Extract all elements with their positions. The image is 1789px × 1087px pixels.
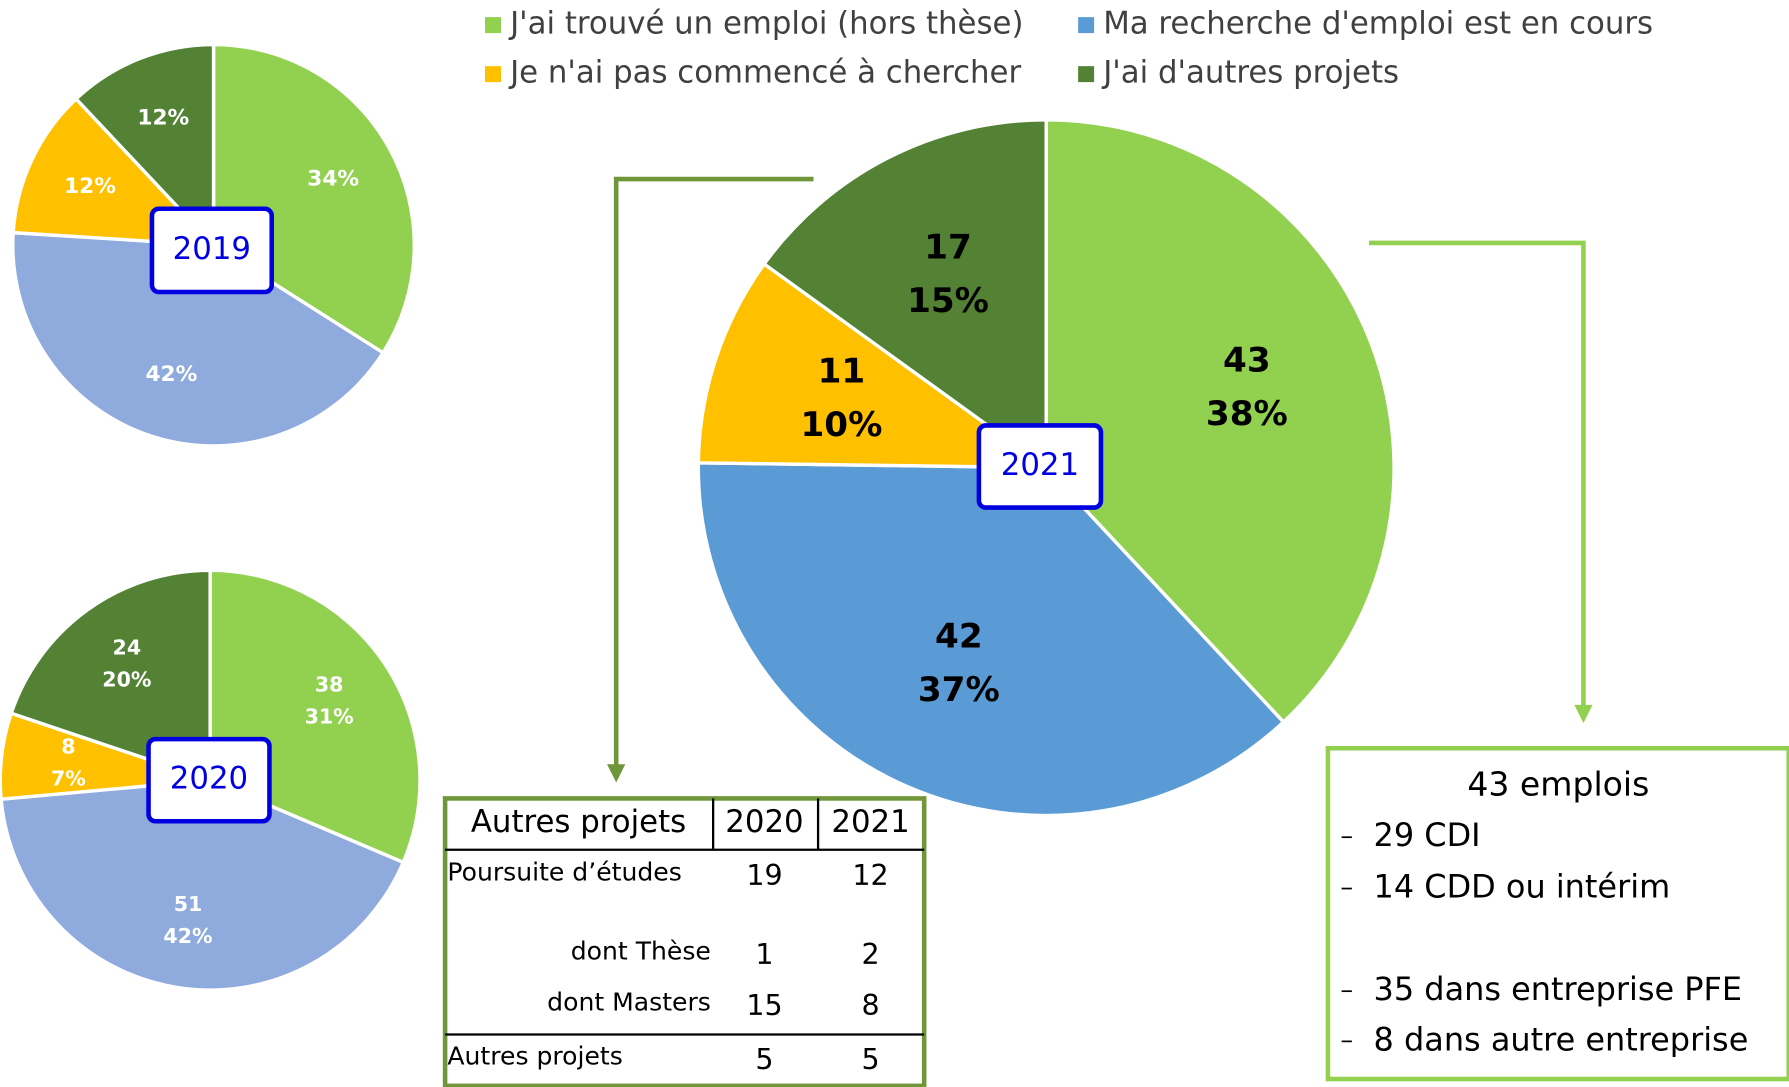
table-cell: 15 — [746, 989, 782, 1022]
percent-label: 37% — [918, 670, 1000, 710]
data-label: 12% — [64, 174, 116, 199]
legend-swatch — [1078, 17, 1095, 34]
year-box — [146, 736, 272, 824]
table-cell: Poursuite d’études — [447, 858, 681, 887]
arrow — [1368, 240, 1586, 708]
legend-swatch — [485, 66, 501, 83]
data-label: 12% — [137, 105, 189, 130]
info-title: 43 emplois — [1467, 764, 1649, 803]
arrow-head — [1574, 704, 1593, 724]
arrow-head — [607, 764, 626, 783]
legend-label: J'ai trouvé un emploi (hors thèse) — [508, 6, 1023, 42]
legend-swatch — [1078, 66, 1095, 83]
percent-label: 20% — [102, 667, 151, 691]
data-label: 51 — [174, 892, 203, 916]
percent-label: 7% — [51, 767, 86, 791]
table-header: Autres projets — [471, 804, 686, 840]
table-frame — [442, 796, 927, 1087]
legend-swatch — [485, 17, 501, 34]
year-box — [976, 423, 1104, 510]
pie-slice — [1044, 118, 1396, 725]
info-item: 35 dans entreprise PFE — [1374, 970, 1743, 1008]
legend-label: Ma recherche d'emploi est en cours — [1103, 6, 1653, 42]
legend-label: Je n'ai pas commencé à chercher — [508, 55, 1021, 91]
year-box — [149, 206, 275, 295]
data-label: 17 — [924, 227, 972, 267]
percent-label: 42% — [163, 924, 212, 948]
data-label: 11 — [818, 352, 866, 392]
pie-slice — [696, 461, 1286, 818]
info-item: 14 CDD ou intérim — [1374, 868, 1671, 906]
chart-title: 2021 — [1001, 447, 1079, 483]
pie-slice — [11, 230, 386, 448]
data-label: 42 — [935, 617, 983, 657]
table-cell: 5 — [861, 1043, 879, 1076]
table-cell: 5 — [755, 1043, 773, 1076]
percent-label: 31% — [305, 704, 354, 728]
pie-slice — [761, 118, 1048, 471]
percent-label: 10% — [801, 405, 883, 445]
data-label: 24 — [113, 635, 142, 659]
table-cell: dont Masters — [547, 988, 711, 1017]
data-label: 34% — [307, 166, 359, 191]
percent-label: 38% — [1206, 394, 1288, 434]
legend-label: J'ai d'autres projets — [1101, 55, 1399, 91]
table-header: 2020 — [725, 804, 803, 840]
data-label: 8 — [61, 735, 75, 759]
pie-slice — [696, 261, 1052, 470]
table-cell: 1 — [755, 938, 773, 971]
data-label: 38 — [315, 672, 344, 696]
pie-slice — [0, 778, 406, 992]
info-item: 8 dans autre entreprise — [1374, 1020, 1749, 1058]
info-item: 29 CDI — [1374, 816, 1481, 854]
table-cell: dont Thèse — [571, 936, 711, 965]
info-box — [1325, 745, 1789, 1082]
chart-title: 2019 — [173, 231, 251, 267]
percent-label: 15% — [907, 281, 989, 321]
pie-slice — [73, 42, 216, 250]
data-label: 42% — [145, 362, 197, 387]
table-cell: 19 — [746, 859, 782, 892]
table-cell: 2 — [861, 938, 879, 971]
table-cell: Autres projets — [447, 1041, 622, 1070]
table-header: 2021 — [831, 804, 909, 840]
arrow — [613, 176, 814, 767]
chart-title: 2020 — [170, 761, 248, 797]
table-cell: 12 — [852, 859, 888, 892]
data-label: 43 — [1223, 340, 1271, 380]
pie-slice — [9, 568, 212, 783]
table-cell: 8 — [861, 989, 879, 1022]
